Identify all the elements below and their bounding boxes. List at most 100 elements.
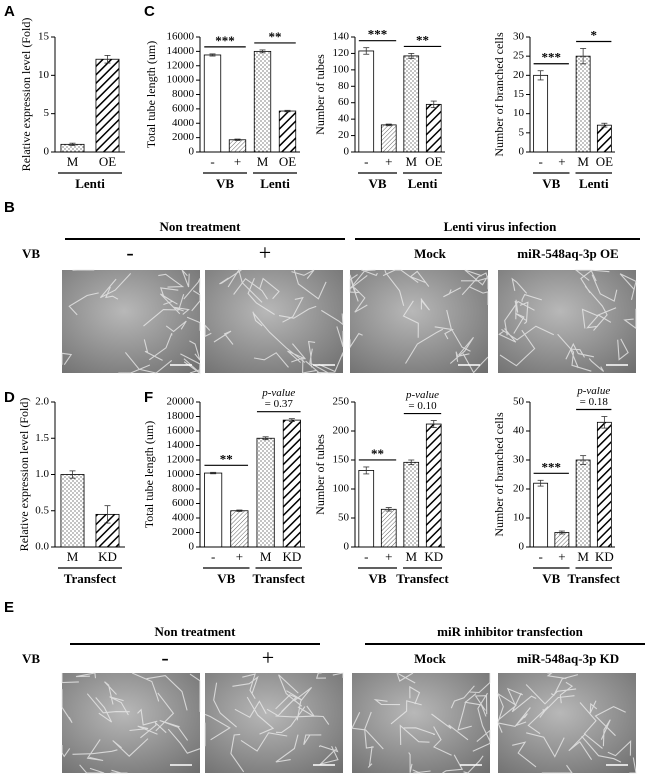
p-value: = 0.37	[265, 398, 294, 410]
y-axis-label: Number of tubes	[313, 434, 327, 515]
x-tick-label: +	[236, 549, 243, 564]
condition-label: Mock	[414, 246, 447, 261]
y-tick-label: 10	[38, 69, 50, 81]
x-tick-label: OE	[99, 154, 116, 169]
cell-network	[61, 672, 201, 774]
significance-stars: **	[371, 446, 384, 461]
y-tick-label: 8000	[172, 88, 195, 100]
y-tick-label: 150	[333, 454, 350, 466]
group-label: VB	[368, 571, 386, 586]
bar	[95, 58, 120, 153]
x-tick-label: OE	[279, 154, 296, 169]
group-header: Non treatment	[160, 219, 242, 234]
y-axis-label: Number of branched cells	[492, 412, 506, 537]
error-bar	[363, 466, 370, 475]
y-tick-label: 4000	[172, 117, 195, 129]
error-bar	[558, 530, 565, 535]
x-tick-label: M	[577, 549, 589, 564]
group-label: Transfect	[568, 571, 621, 586]
y-tick-label: 0	[344, 146, 350, 158]
group-label: VB	[216, 176, 234, 191]
y-axis-label: Number of tubes	[313, 54, 327, 135]
significance-stars: **	[220, 451, 233, 466]
bar	[554, 532, 570, 548]
error-bar	[408, 53, 415, 59]
error-bar	[69, 470, 76, 479]
y-tick-label: 60	[338, 96, 350, 108]
y-tick-label: 8000	[172, 483, 195, 495]
bar	[358, 50, 375, 153]
cell-network	[351, 671, 491, 774]
condition-label: -	[126, 240, 133, 265]
error-bar	[537, 70, 544, 81]
y-tick-label: 20	[513, 483, 525, 495]
x-tick-label: M	[577, 154, 589, 169]
y-tick-label: 20	[513, 69, 525, 81]
x-tick-label: +	[558, 549, 565, 564]
y-tick-label: 10000	[167, 74, 195, 86]
y-tick-label: 2000	[172, 131, 195, 143]
y-axis-label: Relative expression level (Fold)	[17, 398, 31, 552]
x-tick-label: -	[210, 154, 214, 169]
y-tick-label: 200	[333, 425, 350, 437]
micrograph	[352, 673, 490, 773]
y-tick-label: 4000	[172, 512, 195, 524]
y-tick-label: 14000	[167, 45, 195, 57]
bar	[256, 437, 275, 548]
bar	[403, 461, 420, 548]
error-bar	[385, 507, 392, 512]
p-value-note: p-value	[576, 385, 610, 397]
y-tick-label: 2.0	[35, 396, 49, 408]
error-bar	[385, 123, 392, 127]
bar	[596, 124, 612, 153]
group-label: Lenti	[579, 176, 609, 191]
error-bar	[104, 55, 111, 64]
y-tick-label: 15	[38, 31, 50, 43]
bar	[228, 139, 247, 153]
error-bar	[234, 138, 241, 141]
y-tick-label: 0	[189, 146, 195, 158]
y-tick-label: 1.5	[35, 432, 49, 444]
bar	[403, 55, 420, 153]
x-tick-label: OE	[596, 154, 613, 169]
significance-stars: **	[416, 32, 429, 47]
error-bar	[601, 416, 608, 429]
y-tick-label: 100	[333, 483, 350, 495]
group-label: VB	[542, 571, 560, 586]
x-tick-label: +	[558, 154, 565, 169]
significance-stars: **	[269, 29, 282, 44]
bar	[358, 470, 375, 548]
error-bar	[259, 49, 266, 54]
error-bar	[262, 436, 269, 441]
y-tick-label: 6000	[172, 102, 195, 114]
x-tick-label: M	[405, 154, 417, 169]
cell-network	[204, 672, 344, 773]
y-tick-label: 40	[338, 113, 350, 125]
y-tick-label: 5	[519, 126, 525, 138]
panel-letter: A	[4, 3, 15, 20]
group-label: Transfect	[64, 571, 117, 586]
bar	[253, 50, 272, 153]
bar	[380, 508, 397, 548]
group-label: VB	[542, 176, 560, 191]
significance-stars: ***	[542, 459, 562, 474]
x-tick-label: -	[211, 549, 215, 564]
row-label: VB	[22, 651, 40, 666]
y-tick-label: 12000	[167, 59, 195, 71]
panel-letter: B	[4, 199, 15, 216]
micrograph	[350, 270, 488, 373]
error-bar	[601, 122, 608, 128]
panel-letter: E	[4, 599, 14, 616]
x-tick-label: -	[538, 549, 542, 564]
y-tick-label: 10	[513, 512, 525, 524]
y-tick-label: 0	[189, 541, 195, 553]
bar	[425, 103, 442, 153]
x-tick-label: KD	[282, 549, 301, 564]
error-bar	[363, 47, 370, 55]
cell-network	[204, 268, 344, 374]
condition-label: +	[259, 240, 271, 265]
y-tick-label: 10	[513, 107, 525, 119]
y-tick-label: 15	[513, 88, 525, 100]
x-tick-label: M	[67, 154, 79, 169]
